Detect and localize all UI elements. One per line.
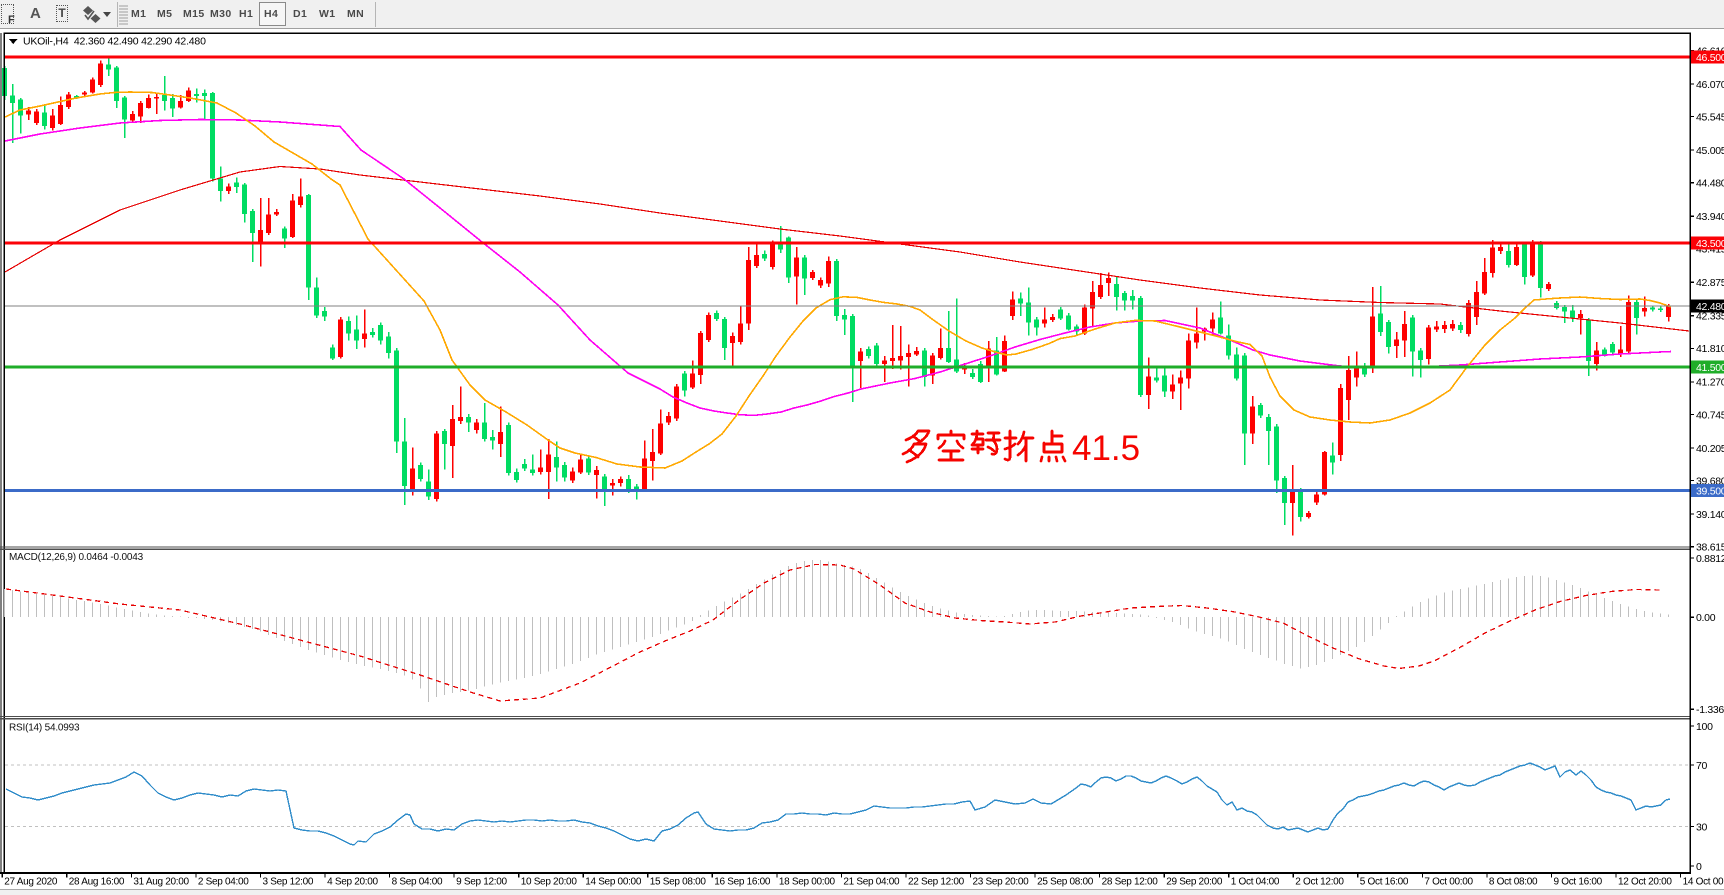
svg-text:29 Sep 20:00: 29 Sep 20:00 [1166,877,1223,888]
svg-text:0: 0 [1696,861,1702,873]
svg-text:41.500: 41.500 [1696,362,1724,374]
svg-text:43.500: 43.500 [1696,238,1724,250]
svg-text:70: 70 [1696,760,1708,772]
svg-text:8 Sep 04:00: 8 Sep 04:00 [392,877,443,888]
svg-text:12 Oct 20:00: 12 Oct 20:00 [1618,877,1672,888]
svg-text:39.500: 39.500 [1696,486,1724,498]
svg-text:46.070: 46.070 [1696,79,1724,91]
svg-text:4 Sep 20:00: 4 Sep 20:00 [327,877,378,888]
svg-text:40.205: 40.205 [1696,443,1724,455]
svg-text:5 Oct 16:00: 5 Oct 16:00 [1360,877,1409,888]
svg-text:42.335: 42.335 [1696,311,1724,323]
svg-text:15 Sep 08:00: 15 Sep 08:00 [650,877,707,888]
svg-text:100: 100 [1696,721,1713,733]
svg-text:45.545: 45.545 [1696,111,1724,123]
svg-text:-1.3368: -1.3368 [1696,704,1724,716]
svg-text:38.615: 38.615 [1696,542,1724,554]
svg-text:46.500: 46.500 [1696,52,1724,64]
svg-text:41.5: 41.5 [1072,429,1140,468]
svg-text:42.480: 42.480 [1696,301,1724,313]
svg-text:9 Sep 12:00: 9 Sep 12:00 [456,877,507,888]
svg-text:28 Aug 16:00: 28 Aug 16:00 [69,877,125,888]
svg-text:0.00: 0.00 [1696,612,1716,624]
svg-text:39.140: 39.140 [1696,509,1724,521]
svg-text:RSI(14) 54.0993: RSI(14) 54.0993 [9,723,80,734]
svg-text:43.940: 43.940 [1696,211,1724,223]
svg-text:18 Sep 00:00: 18 Sep 00:00 [779,877,836,888]
svg-text:0.8812: 0.8812 [1696,553,1724,565]
svg-text:45.005: 45.005 [1696,145,1724,157]
svg-text:10 Sep 20:00: 10 Sep 20:00 [521,877,578,888]
svg-text:7 Oct 00:00: 7 Oct 00:00 [1424,877,1473,888]
svg-text:44.480: 44.480 [1696,178,1724,190]
svg-text:41.810: 41.810 [1696,343,1724,355]
svg-text:14 Oct 00:00: 14 Oct 00:00 [1683,877,1724,888]
svg-text:42.875: 42.875 [1696,277,1724,289]
svg-text:MACD(12,26,9) 0.0464 -0.0043: MACD(12,26,9) 0.0464 -0.0043 [9,552,144,563]
svg-text:3 Sep 12:00: 3 Sep 12:00 [263,877,314,888]
svg-text:41.270: 41.270 [1696,377,1724,389]
svg-text:31 Aug 20:00: 31 Aug 20:00 [133,877,189,888]
svg-text:28 Sep 12:00: 28 Sep 12:00 [1102,877,1159,888]
svg-text:2 Sep 04:00: 2 Sep 04:00 [198,877,249,888]
svg-text:9 Oct 16:00: 9 Oct 16:00 [1554,877,1603,888]
svg-text:21 Sep 04:00: 21 Sep 04:00 [843,877,900,888]
svg-text:30: 30 [1696,821,1708,833]
svg-text:UKOil-,H4 42.360 42.490 42.29: UKOil-,H4 42.360 42.490 42.290 42.480 [23,36,206,48]
svg-text:25 Sep 08:00: 25 Sep 08:00 [1037,877,1094,888]
svg-text:1 Oct 04:00: 1 Oct 04:00 [1231,877,1280,888]
svg-text:40.745: 40.745 [1696,409,1724,421]
svg-text:16 Sep 16:00: 16 Sep 16:00 [714,877,771,888]
svg-text:14 Sep 00:00: 14 Sep 00:00 [585,877,642,888]
svg-text:27 Aug 2020: 27 Aug 2020 [4,877,58,888]
svg-text:22 Sep 12:00: 22 Sep 12:00 [908,877,965,888]
svg-text:8 Oct 08:00: 8 Oct 08:00 [1489,877,1538,888]
svg-text:2 Oct 12:00: 2 Oct 12:00 [1295,877,1344,888]
svg-text:23 Sep 20:00: 23 Sep 20:00 [973,877,1030,888]
